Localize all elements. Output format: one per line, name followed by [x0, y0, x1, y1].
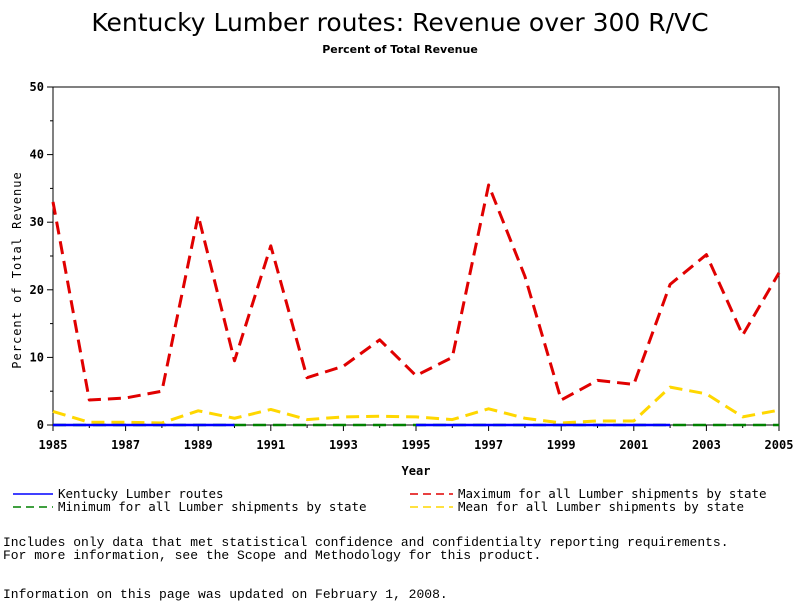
y-tick-label: 10: [30, 350, 44, 364]
y-axis: 0 10 20 30 40 50: [30, 80, 53, 432]
x-tick-label: 1993: [329, 438, 358, 452]
footnote-methodology: For more information, see the Scope and …: [3, 548, 542, 563]
y-axis-label: Percent of Total Revenue: [10, 171, 24, 368]
legend-label-kentucky: Kentucky Lumber routes: [58, 486, 224, 501]
x-tick-label: 2001: [619, 438, 648, 452]
y-tick-label: 40: [30, 148, 44, 162]
legend-label-mean: Mean for all Lumber shipments by state: [458, 499, 744, 514]
x-tick-label: 1995: [402, 438, 431, 452]
x-tick-label: 1987: [111, 438, 140, 452]
x-tick-label: 2003: [692, 438, 721, 452]
legend: Kentucky Lumber routes Maximum for all L…: [13, 486, 767, 514]
series-mean-line: [52, 385, 780, 425]
footnote-updated: Information on this page was updated on …: [3, 587, 448, 602]
chart-title: Kentucky Lumber routes: Revenue over 300…: [91, 8, 708, 37]
x-tick-label: 1997: [474, 438, 503, 452]
series-maximum-line: [51, 183, 781, 402]
footnote-confidence: Includes only data that met statistical …: [3, 535, 729, 550]
chart-subtitle: Percent of Total Revenue: [322, 43, 478, 56]
series-lines: [51, 183, 781, 427]
y-tick-label: 0: [37, 418, 44, 432]
x-tick-label: 1989: [184, 438, 213, 452]
plot-frame: [52, 86, 780, 426]
x-axis: 1985 1987 1989 1991 1993 1995 1997 1999 2001 2003…: [39, 425, 794, 452]
legend-label-minimum: Minimum for all Lumber shipments by stat…: [58, 499, 367, 514]
x-tick-label: 1991: [256, 438, 285, 452]
y-tick-label: 30: [30, 215, 44, 229]
y-tick-label: 20: [30, 283, 44, 297]
x-axis-label: Year: [402, 464, 431, 478]
x-tick-label: 1999: [547, 438, 576, 452]
legend-label-maximum: Maximum for all Lumber shipments by stat…: [458, 486, 767, 501]
x-tick-label: 1985: [39, 438, 68, 452]
x-tick-label: 2005: [765, 438, 794, 452]
y-tick-label: 50: [30, 80, 44, 94]
